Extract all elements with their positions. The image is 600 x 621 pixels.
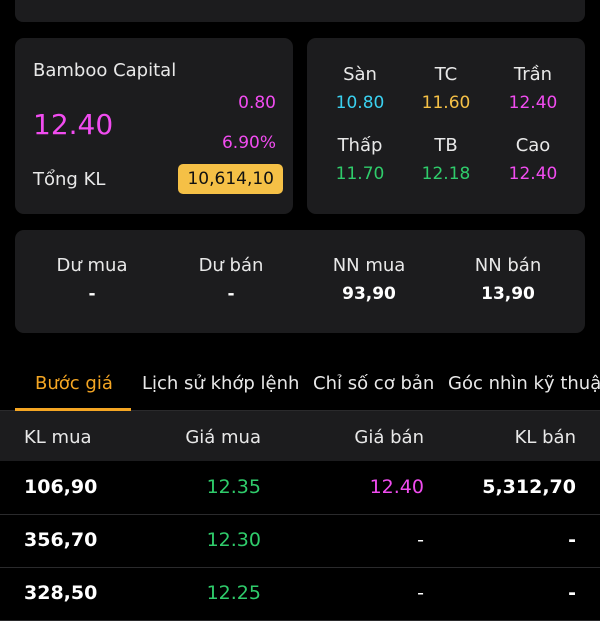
active-tab-indicator [15, 408, 131, 411]
ceiling-value: 12.40 [508, 93, 558, 113]
high-label: Cao [515, 135, 551, 156]
reference-label: TC [434, 64, 458, 85]
floor-value: 10.80 [335, 93, 385, 113]
price-range-card: Sàn 10.80 TC 11.60 Trần 12.40 Thấp 11.70… [307, 38, 585, 214]
ask-volume: - [568, 582, 576, 604]
low-value: 11.70 [335, 164, 385, 184]
ask-volume: - [568, 529, 576, 551]
price-change: 0.80 [238, 93, 276, 113]
ask-price: 12.40 [369, 476, 424, 498]
total-volume-badge: 10,614,10 [178, 164, 283, 194]
order-book-header: KL mua Giá mua Giá bán KL bán [0, 411, 600, 461]
average-label: TB [434, 135, 458, 156]
low-label: Thấp [337, 135, 383, 156]
bid-volume: 356,70 [24, 529, 98, 551]
bid-price: 12.35 [206, 476, 261, 498]
bid-price: 12.30 [206, 529, 261, 551]
buy-remaining-cell: Dư mua - [22, 255, 162, 304]
ceiling-price-cell: Trần 12.40 [490, 64, 576, 113]
floor-price-cell: Sàn 10.80 [317, 64, 403, 113]
foreign-trading-card: Dư mua - Dư bán - NN mua 93,90 NN bán 13… [15, 230, 585, 333]
detail-tabs: Bước giá Lịch sử khớp lệnh Chỉ số cơ bản… [0, 367, 600, 411]
stock-summary-card: Bamboo Capital 12.40 0.80 6.90% Tổng KL … [15, 38, 293, 214]
bid-volume: 328,50 [24, 582, 98, 604]
ask-price: - [417, 529, 424, 551]
company-name: Bamboo Capital [33, 60, 177, 81]
sell-remaining-cell: Dư bán - [161, 255, 301, 304]
foreign-buy-cell: NN mua 93,90 [299, 255, 439, 304]
reference-value: 11.60 [421, 93, 471, 113]
header-bid-price: Giá mua [185, 427, 261, 448]
order-book-row: 106,90 12.35 12.40 5,312,70 [0, 462, 600, 515]
bid-volume: 106,90 [24, 476, 98, 498]
header-ask-volume: KL bán [514, 427, 576, 448]
top-panel [15, 0, 585, 22]
sell-remaining-value: - [227, 284, 235, 304]
tab-price-steps[interactable]: Bước giá [35, 373, 113, 394]
high-value: 12.40 [508, 164, 558, 184]
high-price-cell: Cao 12.40 [490, 135, 576, 184]
tab-match-history[interactable]: Lịch sử khớp lệnh [142, 373, 300, 394]
average-value: 12.18 [421, 164, 471, 184]
order-book-row: 328,50 12.25 - - [0, 568, 600, 621]
bid-price: 12.25 [206, 582, 261, 604]
low-price-cell: Thấp 11.70 [317, 135, 403, 184]
header-bid-volume: KL mua [24, 427, 92, 448]
foreign-sell-value: 13,90 [481, 284, 535, 304]
reference-price-cell: TC 11.60 [403, 64, 489, 113]
current-price: 12.40 [33, 108, 114, 141]
tab-technical-view[interactable]: Góc nhìn kỹ thuật [448, 373, 600, 394]
ask-price: - [417, 582, 424, 604]
buy-remaining-label: Dư mua [56, 255, 128, 276]
tab-fundamentals[interactable]: Chỉ số cơ bản [313, 373, 435, 394]
foreign-buy-label: NN mua [332, 255, 406, 276]
floor-label: Sàn [343, 64, 377, 85]
foreign-sell-cell: NN bán 13,90 [438, 255, 578, 304]
foreign-sell-label: NN bán [474, 255, 542, 276]
tabs-divider [0, 410, 600, 411]
average-price-cell: TB 12.18 [403, 135, 489, 184]
sell-remaining-label: Dư bán [198, 255, 264, 276]
ceiling-label: Trần [513, 64, 553, 85]
ask-volume: 5,312,70 [482, 476, 576, 498]
foreign-buy-value: 93,90 [342, 284, 396, 304]
total-volume-label: Tổng KL [33, 169, 106, 190]
header-ask-price: Giá bán [354, 427, 424, 448]
buy-remaining-value: - [88, 284, 96, 304]
price-change-percent: 6.90% [221, 133, 276, 153]
order-book-row: 356,70 12.30 - - [0, 515, 600, 568]
